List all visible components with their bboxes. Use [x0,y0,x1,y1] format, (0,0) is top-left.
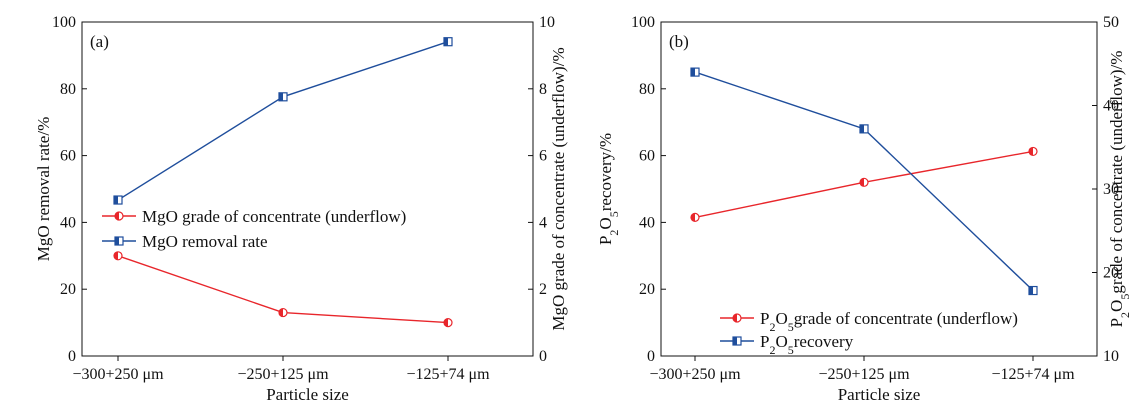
y2-tick-label: 40 [1103,98,1119,115]
y2-axis-title-part: 2 [1118,312,1132,318]
legend-label: P2O5grade of concentrate (underflow) [760,309,1018,334]
legend-label-part: MgO grade of concentrate (underflow) [142,207,406,226]
legend-marker-fill [733,314,737,322]
legend-label-part: recovery [794,332,854,351]
plot-frame [81,21,534,357]
y-tick-label: 0 [68,348,76,365]
data-point-fill [444,318,448,327]
data-point-fill [691,213,695,222]
y2-tick-label: 4 [539,214,547,231]
legend-label-part: grade of concentrate (underflow) [794,309,1018,328]
y-tick-label: 40 [60,214,76,231]
y2-tick-label: 8 [539,81,547,98]
y-tick-label: 20 [639,281,655,298]
data-point-fill [1029,286,1033,295]
y-tick-label: 100 [52,14,76,31]
y2-tick-label: 2 [539,281,547,298]
series-line [117,41,449,201]
legend-label-part: 5 [788,343,794,357]
y2-axis-title-part: grade of concentrate (underflow)/% [1107,51,1126,294]
data-point-fill [444,37,448,46]
y2-axis-title: MgO grade of concentrate (underflow)/% [549,47,568,330]
data-point-fill [860,178,864,187]
legend-label-part: O [775,332,787,351]
y-tick-label: 80 [639,81,655,98]
legend-label-part: 2 [769,343,775,357]
data-point-fill [1029,147,1033,156]
x-tick-label: −125+74 μm [991,366,1075,383]
chart-panel-b: 0 20 40 60 80 100 10 20 30 40 50 −300+250 μm −250+12… [596,14,1132,404]
y-axis-title-part: P [596,236,615,245]
y2-tick-label: 6 [539,148,547,165]
x-axis-title: Particle size [838,385,921,404]
y-axis-title-part: 5 [607,211,621,217]
y-tick-label: 40 [639,214,655,231]
data-point-fill [691,68,695,77]
y-tick-label: 60 [639,148,655,165]
y-tick-label: 60 [60,148,76,165]
x-tick-label: −300+250 μm [649,366,741,383]
legend: MgO grade of concentrate (underflow) MgO … [102,207,406,251]
data-point-fill [114,251,118,260]
y2-axis-title-part: P [1107,318,1126,327]
y2-axis-title: P2O5grade of concentrate (underflow)/% [1107,51,1132,328]
y2-tick-label: 0 [539,348,547,365]
series-1 [113,37,453,205]
plot-frame [660,21,1098,357]
chart-panel-a: 0 20 40 60 80 100 0 2 4 6 8 10 −300+250 μm −250+125 μ… [34,14,568,404]
series-0 [690,146,1038,222]
legend-label-part: O [775,309,787,328]
y-axis-title-part: recovery/% [596,133,615,211]
data-point-fill [114,196,118,205]
legend: P2O5grade of concentrate (underflow)P2O5… [720,309,1018,357]
series-0 [113,251,453,328]
panel-label: (a) [90,32,109,51]
legend-marker-fill [115,212,119,220]
y2-tick-label: 10 [1103,348,1119,365]
data-point-fill [279,92,283,101]
legend-marker-fill [115,237,119,245]
legend-label-part: MgO removal rate [142,232,268,251]
y2-axis-title-part: O [1107,300,1126,312]
legend-marker-fill [733,337,737,345]
legend-label: MgO grade of concentrate (underflow) [142,207,406,226]
y-axis-title-part: 2 [607,230,621,236]
legend-label-part: 5 [788,320,794,334]
y2-tick-label: 20 [1103,265,1119,282]
x-tick-label: −125+74 μm [406,366,490,383]
y2-tick-label: 30 [1103,181,1119,198]
legend-label-part: 2 [769,320,775,334]
legend-label: MgO removal rate [142,232,268,251]
y2-tick-label: 50 [1103,14,1119,31]
y-axis-title: MgO removal rate/% [34,117,53,261]
data-point-fill [860,124,864,133]
series-1 [690,67,1038,296]
y-tick-label: 100 [631,14,655,31]
legend-label-part: P [760,309,769,328]
y-tick-label: 20 [60,281,76,298]
y-axis-title-part: O [596,217,615,229]
x-tick-label: −250+125 μm [818,366,910,383]
y2-axis-title-part: 5 [1118,294,1132,300]
legend-label-part: P [760,332,769,351]
y-tick-label: 0 [647,348,655,365]
panel-label: (b) [669,32,689,51]
y2-axis-title-part: MgO grade of concentrate (underflow)/% [549,47,568,330]
y-axis-title: P2O5recovery/% [596,133,621,245]
y-tick-label: 80 [60,81,76,98]
y2-tick-label: 10 [539,14,555,31]
data-point-fill [279,308,283,317]
y-axis-title-part: MgO removal rate/% [34,117,53,261]
legend-label: P2O5recovery [760,332,854,357]
x-axis-title: Particle size [266,385,349,404]
x-tick-label: −300+250 μm [72,366,164,383]
x-tick-label: −250+125 μm [237,366,329,383]
